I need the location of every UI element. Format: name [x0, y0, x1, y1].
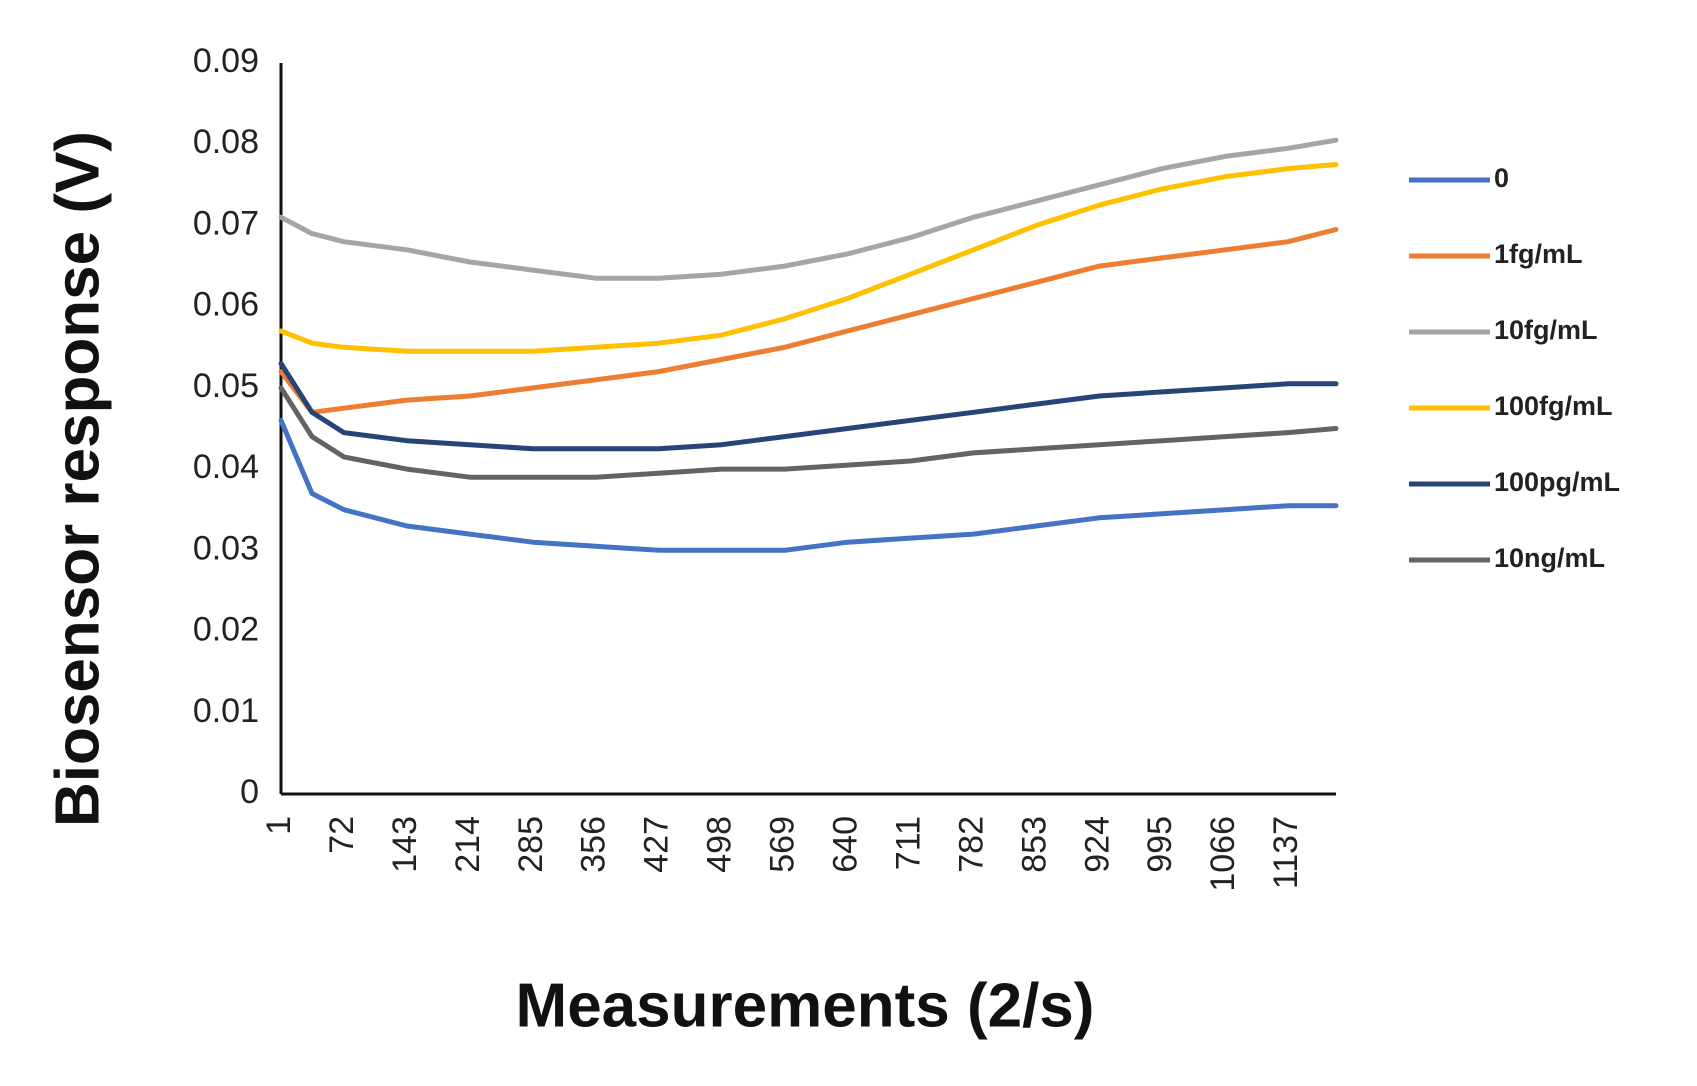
- x-axis-title: Measurements (2/s): [516, 971, 1095, 1040]
- y-tick-label: 0.01: [193, 692, 259, 730]
- legend-label: 0: [1494, 163, 1509, 193]
- x-tick-label: 1137: [1267, 816, 1305, 889]
- x-tick-label: 1: [260, 816, 298, 835]
- series-line: [278, 162, 1339, 354]
- legend-label: 100fg/mL: [1494, 391, 1613, 421]
- series-line: [278, 417, 1339, 553]
- y-tick-label: 0.08: [193, 123, 259, 161]
- x-tick-label: 1066: [1204, 816, 1242, 892]
- x-tick-label: 143: [386, 816, 424, 873]
- y-tick-label: 0.03: [193, 529, 259, 567]
- x-tick-label: 782: [952, 816, 990, 873]
- y-tick-label: 0.05: [193, 367, 259, 405]
- series-line: [278, 227, 1339, 415]
- x-tick-label: 427: [638, 816, 676, 873]
- y-tick-label: 0.09: [193, 42, 259, 80]
- legend-label: 100pg/mL: [1494, 467, 1620, 497]
- y-tick-label: 0: [240, 773, 259, 811]
- series-line: [278, 137, 1339, 281]
- series-line: [278, 385, 1339, 480]
- x-tick-label: 640: [826, 816, 864, 873]
- y-tick-label: 0.06: [193, 286, 259, 324]
- legend-label: 1fg/mL: [1494, 239, 1583, 269]
- x-tick-label: 711: [889, 816, 927, 870]
- x-tick-label: 498: [701, 816, 739, 873]
- series-line: [278, 361, 1339, 452]
- x-tick-label: 285: [512, 816, 550, 873]
- x-tick-label: 995: [1141, 816, 1179, 873]
- x-tick-label: 356: [575, 816, 613, 873]
- x-tick-label: 569: [764, 816, 802, 873]
- x-tick-label: 853: [1015, 816, 1053, 873]
- y-tick-label: 0.04: [193, 448, 259, 486]
- x-tick-label: 72: [323, 816, 361, 854]
- x-tick-label: 924: [1078, 816, 1116, 873]
- y-tick-label: 0.07: [193, 204, 259, 242]
- legend-label: 10fg/mL: [1494, 315, 1598, 345]
- y-axis-title: Biosensor response (V): [43, 131, 112, 827]
- x-tick-label: 214: [449, 816, 487, 873]
- legend-label: 10ng/mL: [1494, 543, 1605, 573]
- y-tick-label: 0.02: [193, 611, 259, 649]
